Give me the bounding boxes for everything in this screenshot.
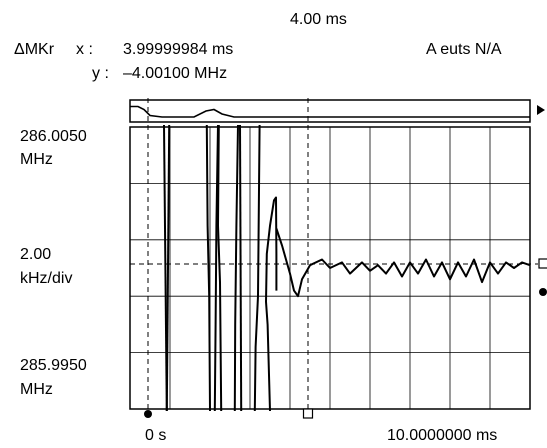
delta-marker-label: ΔMKr bbox=[14, 41, 55, 58]
marker-y-value: –4.00100 MHz bbox=[123, 65, 228, 82]
y-top-unit: MHz bbox=[20, 151, 53, 168]
overview-right-arrow-icon bbox=[537, 105, 545, 115]
marker-y-prefix: y : bbox=[92, 65, 109, 82]
trace-segment-5 bbox=[217, 124, 223, 412]
y-bottom-value: 285.9950 bbox=[20, 357, 87, 374]
trace-segment-4 bbox=[213, 124, 219, 412]
plot-frame bbox=[129, 126, 531, 410]
reference-marker-square-icon bbox=[538, 258, 547, 269]
trace-segment-3 bbox=[205, 124, 211, 412]
marker-2-square-icon bbox=[302, 408, 314, 419]
measurement-trace bbox=[163, 124, 531, 412]
offset-marker-dot-icon bbox=[539, 288, 547, 296]
trace-segment-2 bbox=[165, 124, 171, 412]
trace-segment-6 bbox=[233, 124, 239, 412]
trace-segment-9 bbox=[265, 196, 278, 412]
x-end-label: 10.0000000 ms bbox=[387, 427, 498, 444]
y-top-value: 286.0050 bbox=[20, 128, 87, 145]
trace-segment-10 bbox=[275, 228, 531, 298]
y-bottom-unit: MHz bbox=[20, 381, 53, 398]
status-text: A euts N/A bbox=[426, 41, 502, 58]
y-scale-unit: kHz/div bbox=[20, 270, 73, 287]
overview-frame bbox=[129, 99, 531, 123]
trace-segment-8 bbox=[253, 124, 261, 412]
center-time-label: 4.00 ms bbox=[290, 11, 347, 28]
marker-x-prefix: x : bbox=[76, 41, 93, 58]
marker-1-dot-icon bbox=[144, 410, 152, 418]
marker-x-value: 3.99999984 ms bbox=[123, 41, 234, 58]
x-start-label: 0 s bbox=[145, 427, 167, 444]
y-scale-value: 2.00 bbox=[20, 246, 52, 263]
trace-segment-7 bbox=[239, 124, 243, 412]
overview-trace bbox=[130, 105, 530, 118]
